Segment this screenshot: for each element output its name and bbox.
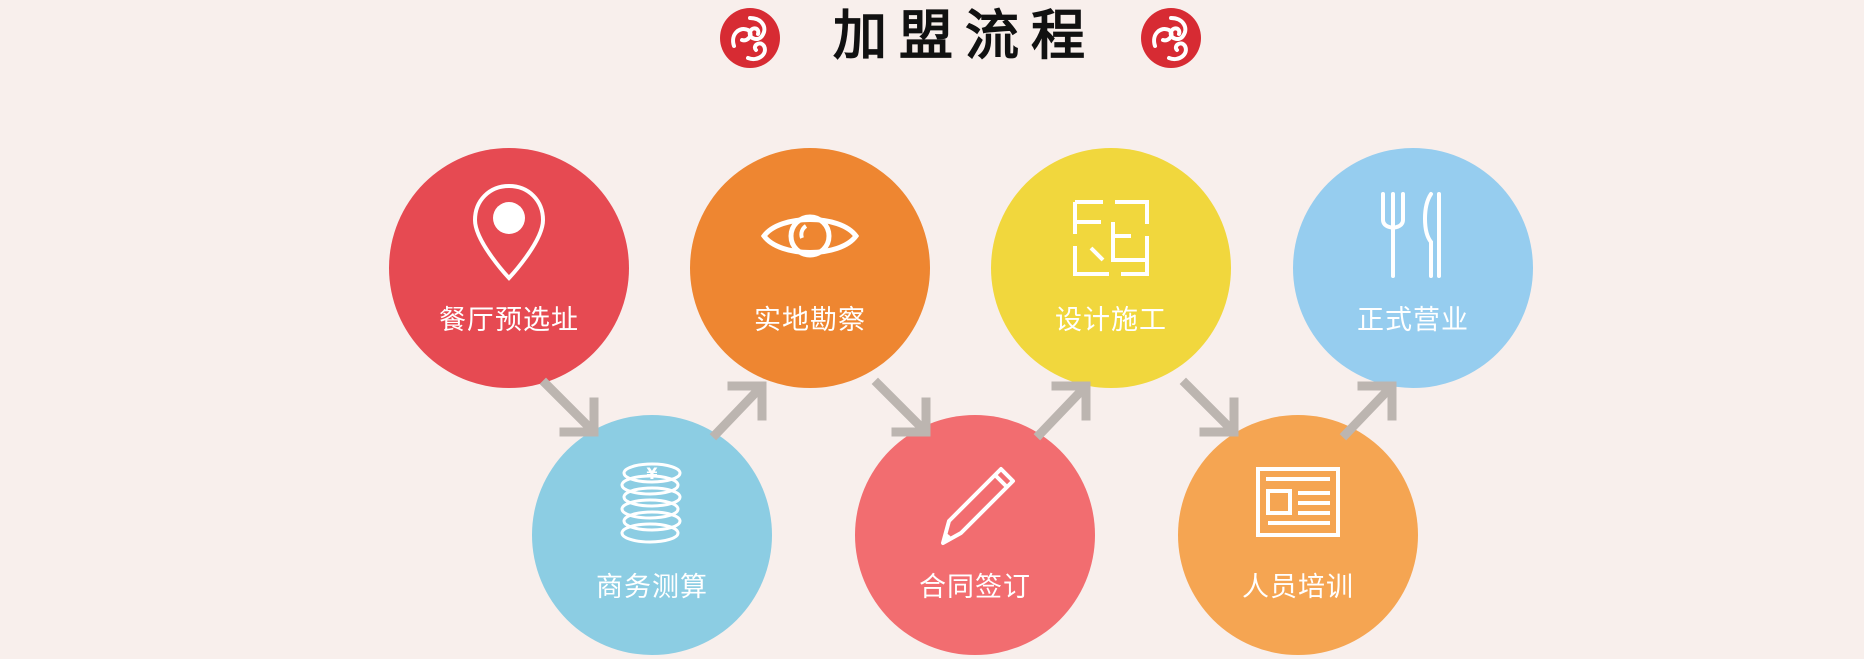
floor-plan-icon <box>1073 200 1149 276</box>
arrow-down-right-icon <box>539 377 599 437</box>
arrow-up-right-icon <box>709 381 767 441</box>
red-swirl-logo-icon <box>720 8 780 68</box>
arrow-up-right-icon <box>1339 381 1397 441</box>
svg-text:¥: ¥ <box>646 464 657 483</box>
header: 加盟流程 <box>0 0 1864 80</box>
red-swirl-logo-icon <box>1141 8 1201 68</box>
step-staff-training: 人员培训 <box>1178 415 1418 655</box>
arrow-down-right-icon <box>871 377 931 437</box>
fork-knife-icon <box>1381 192 1441 278</box>
step-label: 人员培训 <box>1242 572 1354 603</box>
step-grand-opening: 正式营业 <box>1293 148 1533 388</box>
arrow-down-right-icon <box>1179 377 1239 437</box>
step-label: 实地勘察 <box>754 305 866 336</box>
step-label: 设计施工 <box>1055 305 1167 336</box>
step-label: 合同签订 <box>919 572 1031 603</box>
eye-icon <box>760 214 860 258</box>
step-contract-signing: 合同签订 <box>855 415 1095 655</box>
location-pin-icon <box>472 183 546 281</box>
pen-icon <box>941 467 1015 545</box>
step-business-estimate: ¥ 商务测算 <box>532 415 772 655</box>
newspaper-icon <box>1256 467 1340 537</box>
step-label: 商务测算 <box>596 572 708 603</box>
step-site-selection: 餐厅预选址 <box>389 148 629 388</box>
arrow-up-right-icon <box>1033 381 1091 441</box>
step-label: 餐厅预选址 <box>439 305 579 336</box>
step-label: 正式营业 <box>1357 305 1469 336</box>
coin-stack-icon: ¥ <box>620 462 682 544</box>
page-title: 加盟流程 <box>833 4 1097 67</box>
step-site-survey: 实地勘察 <box>690 148 930 388</box>
step-design-construction: 设计施工 <box>991 148 1231 388</box>
